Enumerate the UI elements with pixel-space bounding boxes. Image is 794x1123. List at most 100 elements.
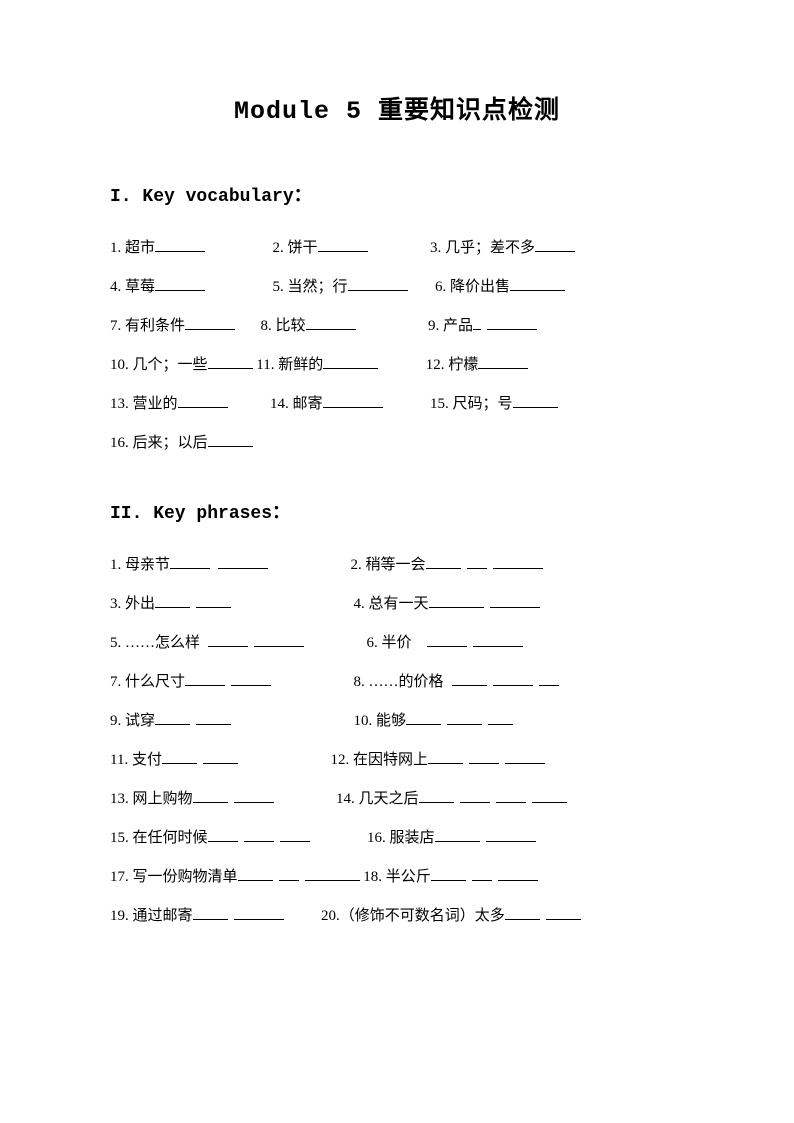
blank [505, 749, 545, 764]
section2-header: II. Key phrases： [110, 498, 684, 524]
vocab-item: 1. 超市 [110, 229, 205, 268]
blank [323, 393, 383, 408]
vocab-label: 3. 几乎；差不多 [430, 240, 535, 256]
blank [427, 632, 467, 647]
blank [486, 827, 536, 842]
blank [431, 866, 466, 881]
phrase-label: 1. 母亲节 [110, 557, 170, 573]
blank [196, 593, 231, 608]
blank [196, 710, 231, 725]
vocab-label: 7. 有利条件 [110, 318, 185, 334]
phrase-row: 19. 通过邮寄 20.（修饰不可数名词）太多 [110, 897, 684, 936]
blank [218, 554, 268, 569]
phrase-row: 3. 外出 4. 总有一天 [110, 585, 684, 624]
vocab-label: 6. 降价出售 [435, 279, 510, 295]
vocab-label: 4. 草莓 [110, 279, 155, 295]
blank [238, 866, 273, 881]
vocab-item: 10. 几个；一些 [110, 346, 253, 385]
blank [490, 593, 540, 608]
blank [428, 749, 463, 764]
vocab-label: 11. 新鲜的 [256, 357, 323, 373]
blank [460, 788, 490, 803]
section1-header: I. Key vocabulary： [110, 181, 684, 207]
blank [208, 354, 253, 369]
blank [155, 237, 205, 252]
vocab-block: 1. 超市 2. 饼干 3. 几乎；差不多 4. 草莓 5. 当然；行 6. 降… [110, 229, 684, 463]
blank [447, 710, 482, 725]
vocab-label: 2. 饼干 [273, 240, 318, 256]
vocab-item: 13. 营业的 [110, 385, 228, 424]
phrase-label: 15. 在任何时候 [110, 830, 208, 846]
phrase-item: 8. ……的价格 [354, 663, 559, 702]
blank [178, 393, 228, 408]
vocab-label: 16. 后来；以后 [110, 435, 208, 451]
blank [488, 710, 513, 725]
blank [539, 671, 559, 686]
blank [170, 554, 210, 569]
vocab-item: 16. 后来；以后 [110, 424, 253, 463]
phrase-item: 12. 在因特网上 [330, 741, 545, 780]
phrase-item: 17. 写一份购物清单 [110, 858, 360, 897]
vocab-row: 16. 后来；以后 [110, 424, 684, 463]
phrase-item: 14. 几天之后 [336, 780, 567, 819]
phrase-row: 9. 试穿 10. 能够 [110, 702, 684, 741]
blank [348, 276, 408, 291]
blank [513, 393, 558, 408]
vocab-item: 14. 邮寄 [270, 385, 383, 424]
vocab-item: 4. 草莓 [110, 268, 205, 307]
blank [208, 432, 253, 447]
phrase-label: 14. 几天之后 [336, 791, 419, 807]
blank [234, 905, 284, 920]
phrase-label: 7. 什么尺寸 [110, 674, 185, 690]
vocab-row: 10. 几个；一些 11. 新鲜的 12. 柠檬 [110, 346, 684, 385]
phrase-block: 1. 母亲节 2. 稍等一会 3. 外出 4. 总有一天 5. ……怎么样 6.… [110, 546, 684, 936]
blank [406, 710, 441, 725]
phrase-item: 18. 半公斤 [363, 858, 538, 897]
blank [493, 554, 543, 569]
blank [234, 788, 274, 803]
blank [279, 866, 299, 881]
phrase-row: 1. 母亲节 2. 稍等一会 [110, 546, 684, 585]
phrase-row: 13. 网上购物 14. 几天之后 [110, 780, 684, 819]
blank [280, 827, 310, 842]
vocab-label: 5. 当然；行 [273, 279, 348, 295]
phrase-label: 10. 能够 [354, 713, 407, 729]
phrase-row: 7. 什么尺寸 8. ……的价格 [110, 663, 684, 702]
blank [469, 749, 499, 764]
phrase-item: 11. 支付 [110, 741, 238, 780]
vocab-label: 10. 几个；一些 [110, 357, 208, 373]
vocab-item: 12. 柠檬 [426, 346, 529, 385]
phrase-item: 10. 能够 [354, 702, 514, 741]
phrase-item: 3. 外出 [110, 585, 231, 624]
blank [535, 237, 575, 252]
blank [498, 866, 538, 881]
blank [185, 671, 225, 686]
phrase-label: 6. 半价 [367, 635, 412, 651]
phrase-item: 16. 服装店 [367, 819, 536, 858]
phrase-label: 20.（修饰不可数名词）太多 [321, 908, 505, 924]
blank [546, 905, 581, 920]
blank [193, 905, 228, 920]
phrase-item: 1. 母亲节 [110, 546, 268, 585]
vocab-label: 13. 营业的 [110, 396, 178, 412]
phrase-label: 16. 服装店 [367, 830, 435, 846]
phrase-label: 19. 通过邮寄 [110, 908, 193, 924]
blank [208, 827, 238, 842]
blank [419, 788, 454, 803]
blank [532, 788, 567, 803]
phrase-row: 11. 支付 12. 在因特网上 [110, 741, 684, 780]
vocab-label: 9. 产品 [428, 318, 473, 334]
blank [487, 315, 537, 330]
vocab-label: 12. 柠檬 [426, 357, 479, 373]
phrase-item: 4. 总有一天 [354, 585, 540, 624]
vocab-label: 15. 尺码；号 [430, 396, 513, 412]
blank [203, 749, 238, 764]
blank [306, 315, 356, 330]
blank [155, 276, 205, 291]
phrase-item: 19. 通过邮寄 [110, 897, 284, 936]
blank [323, 354, 378, 369]
vocab-row: 13. 营业的 14. 邮寄 15. 尺码；号 [110, 385, 684, 424]
phrase-label: 12. 在因特网上 [330, 752, 428, 768]
phrase-label: 5. ……怎么样 [110, 635, 200, 651]
blank [162, 749, 197, 764]
